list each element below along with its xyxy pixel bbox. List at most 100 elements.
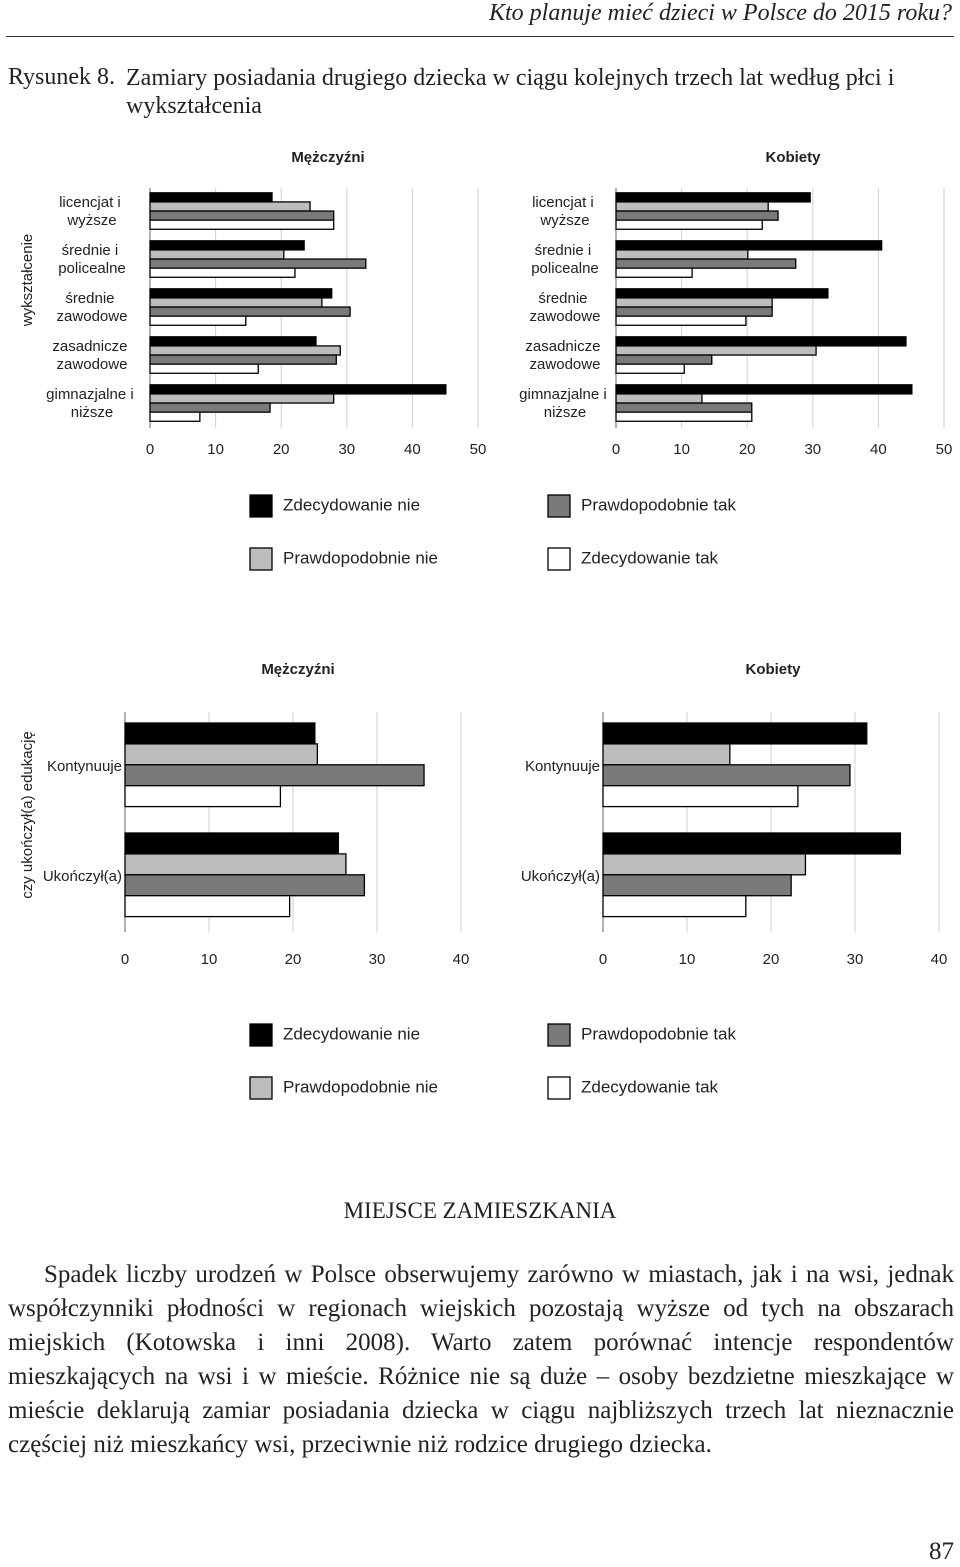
category-label: Kontynuuje bbox=[525, 758, 600, 775]
bar bbox=[602, 874, 792, 897]
x-tick-label: 10 bbox=[673, 441, 690, 458]
bar bbox=[124, 874, 366, 897]
x-tick-label: 30 bbox=[847, 951, 864, 968]
panel-title: Mężczyźni bbox=[291, 149, 364, 166]
category-label: Ukończył(a) bbox=[43, 868, 122, 885]
section-heading: MIEJSCE ZAMIESZKANIA bbox=[343, 1198, 617, 1223]
running-header: Kto planuje mieć dzieci w Polsce do 2015… bbox=[488, 0, 952, 26]
bar bbox=[124, 832, 340, 855]
x-tick-label: 20 bbox=[285, 951, 302, 968]
x-tick-label: 30 bbox=[369, 951, 386, 968]
bar bbox=[615, 288, 829, 299]
panel-title: Kobiety bbox=[765, 149, 821, 166]
legend-label: Zdecydowanie nie bbox=[283, 1024, 420, 1043]
x-tick-label: 0 bbox=[599, 951, 607, 968]
x-tick-label: 40 bbox=[870, 441, 887, 458]
bar bbox=[124, 895, 291, 918]
category-label: średnie zawodowe bbox=[57, 290, 128, 325]
x-tick-label: 20 bbox=[739, 441, 756, 458]
category-label: Ukończył(a) bbox=[521, 868, 600, 885]
x-tick-label: 50 bbox=[936, 441, 953, 458]
bar bbox=[615, 267, 693, 278]
bar bbox=[602, 853, 807, 876]
bar bbox=[602, 785, 799, 808]
legend-label: Prawdopodobnie tak bbox=[581, 495, 737, 514]
bar bbox=[149, 258, 367, 269]
x-tick-label: 0 bbox=[612, 441, 620, 458]
x-tick-label: 40 bbox=[453, 951, 470, 968]
legend-swatch bbox=[249, 547, 273, 571]
category-label: gimnazjalne i niższe bbox=[519, 386, 611, 421]
y-axis-label: wykształcenie bbox=[19, 234, 36, 328]
bar bbox=[615, 411, 753, 422]
category-label: średnie i policealne bbox=[58, 242, 126, 277]
category-label: zasadnicze zawodowe bbox=[525, 338, 604, 373]
category-label: licencjat i wyższe bbox=[532, 194, 598, 229]
bar bbox=[149, 219, 335, 230]
charts: wykształcenie Mężczyźni 0 10 20 30 40 50 licencj… bbox=[19, 149, 953, 1100]
bar bbox=[149, 267, 296, 278]
bar bbox=[602, 764, 851, 787]
legend-swatch bbox=[249, 1076, 273, 1100]
bar bbox=[149, 192, 273, 203]
bar bbox=[149, 336, 317, 347]
bar bbox=[615, 258, 797, 269]
legend-swatch bbox=[547, 1023, 571, 1047]
bar bbox=[149, 363, 259, 374]
bar bbox=[615, 363, 685, 374]
x-tick-label: 10 bbox=[207, 441, 224, 458]
legend-label: Prawdopodobnie nie bbox=[283, 1077, 438, 1096]
bar bbox=[149, 411, 201, 422]
category-label: licencjat i wyższe bbox=[59, 194, 125, 229]
legend-swatch bbox=[547, 547, 571, 571]
x-tick-label: 50 bbox=[470, 441, 487, 458]
bar bbox=[149, 306, 351, 317]
legend-label: Prawdopodobnie nie bbox=[283, 548, 438, 567]
x-tick-label: 30 bbox=[804, 441, 821, 458]
legend-swatch bbox=[249, 1023, 273, 1047]
bar bbox=[149, 315, 247, 326]
bar bbox=[149, 201, 311, 212]
bar bbox=[615, 384, 913, 395]
bar bbox=[149, 345, 341, 356]
bar bbox=[615, 192, 811, 203]
page-number: 87 bbox=[929, 1538, 954, 1565]
bar bbox=[149, 354, 337, 365]
panel-title: Kobiety bbox=[745, 661, 801, 678]
x-tick-label: 0 bbox=[146, 441, 154, 458]
paragraph: Spadek liczby urodzeń w Polsce obserwuje… bbox=[8, 1261, 954, 1458]
figure-caption: Zamiary posiadania drugiego dziecka w ci… bbox=[126, 65, 895, 119]
bar bbox=[149, 393, 335, 404]
bar bbox=[615, 393, 703, 404]
x-tick-label: 10 bbox=[201, 951, 218, 968]
legend-swatch bbox=[547, 494, 571, 518]
x-tick-label: 40 bbox=[931, 951, 948, 968]
bar bbox=[149, 210, 335, 221]
bar bbox=[149, 288, 333, 299]
bar bbox=[615, 306, 773, 317]
bar bbox=[124, 722, 316, 745]
category-label: gimnazjalne i niższe bbox=[46, 386, 138, 421]
bar bbox=[124, 785, 282, 808]
bar bbox=[602, 743, 731, 766]
bar bbox=[602, 832, 902, 855]
y-axis-label: czy ukończył(a) edukację bbox=[19, 731, 36, 899]
category-label: średnie i policealne bbox=[531, 242, 599, 277]
bar bbox=[615, 249, 749, 260]
x-tick-label: 30 bbox=[338, 441, 355, 458]
header-rule bbox=[6, 36, 954, 37]
x-tick-label: 20 bbox=[273, 441, 290, 458]
bar bbox=[615, 210, 779, 221]
bar bbox=[615, 201, 769, 212]
legend-label: Zdecydowanie nie bbox=[283, 495, 420, 514]
x-tick-label: 0 bbox=[121, 951, 129, 968]
bar bbox=[615, 354, 713, 365]
category-label: Kontynuuje bbox=[47, 758, 122, 775]
bar bbox=[615, 336, 907, 347]
category-label: średnie zawodowe bbox=[530, 290, 601, 325]
bar bbox=[615, 315, 747, 326]
bar bbox=[615, 345, 817, 356]
category-label: zasadnicze zawodowe bbox=[52, 338, 131, 373]
bar bbox=[149, 240, 305, 251]
